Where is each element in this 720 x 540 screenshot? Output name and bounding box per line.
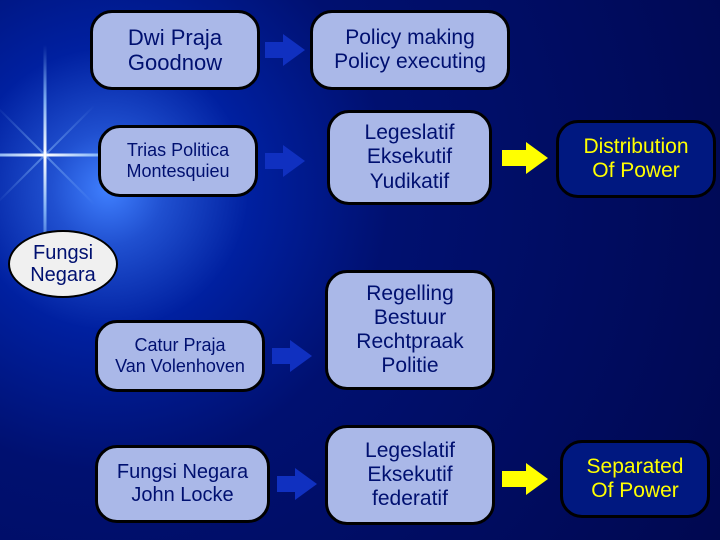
node-line: Eksekutif — [367, 463, 452, 487]
node-line: Of Power — [591, 479, 679, 503]
node-catur: Catur Praja Van Volenhoven — [95, 320, 265, 392]
node-regelling: Regelling Bestuur Rechtpraak Politie — [325, 270, 495, 390]
node-fungsi-locke: Fungsi Negara John Locke — [95, 445, 270, 523]
node-line: Of Power — [592, 159, 680, 183]
node-line: Bestuur — [374, 306, 446, 330]
node-line: Legeslatif — [365, 121, 455, 145]
node-line: Dwi Praja — [128, 25, 222, 50]
node-policy: Policy making Policy executing — [310, 10, 510, 90]
node-line: Rechtpraak — [356, 330, 463, 354]
node-line: Policy executing — [334, 50, 486, 74]
node-line: Regelling — [366, 282, 454, 306]
node-dwi-praja: Dwi Praja Goodnow — [90, 10, 260, 90]
node-distribution: Distribution Of Power — [556, 120, 716, 198]
arrow-5 — [277, 468, 317, 500]
node-line: Politie — [381, 354, 438, 378]
node-line: Yudikatif — [370, 170, 449, 194]
arrow-6 — [502, 463, 548, 495]
arrow-2 — [265, 145, 305, 177]
node-line: Van Volenhoven — [115, 356, 245, 377]
arrow-3 — [502, 142, 548, 174]
ellipse-line: Fungsi — [10, 242, 116, 264]
node-line: Eksekutif — [367, 145, 452, 169]
node-legeslatif2: Legeslatif Eksekutif federatif — [325, 425, 495, 525]
node-line: John Locke — [131, 484, 233, 507]
ellipse-line: Negara — [10, 264, 116, 286]
node-line: Legeslatif — [365, 439, 455, 463]
arrow-1 — [265, 34, 305, 66]
node-line: Fungsi Negara — [117, 461, 248, 484]
node-line: Goodnow — [128, 50, 222, 75]
node-trias: Trias Politica Montesquieu — [98, 125, 258, 197]
node-line: federatif — [372, 487, 448, 511]
node-line: Policy making — [345, 26, 475, 50]
ellipse-fungsi-negara: Fungsi Negara — [8, 230, 118, 298]
node-line: Montesquieu — [126, 161, 229, 182]
arrow-4 — [272, 340, 312, 372]
node-line: Trias Politica — [127, 140, 229, 161]
node-legeslatif1: Legeslatif Eksekutif Yudikatif — [327, 110, 492, 205]
node-line: Distribution — [583, 135, 688, 159]
node-separated: Separated Of Power — [560, 440, 710, 518]
node-line: Catur Praja — [134, 335, 225, 356]
node-line: Separated — [587, 455, 684, 479]
